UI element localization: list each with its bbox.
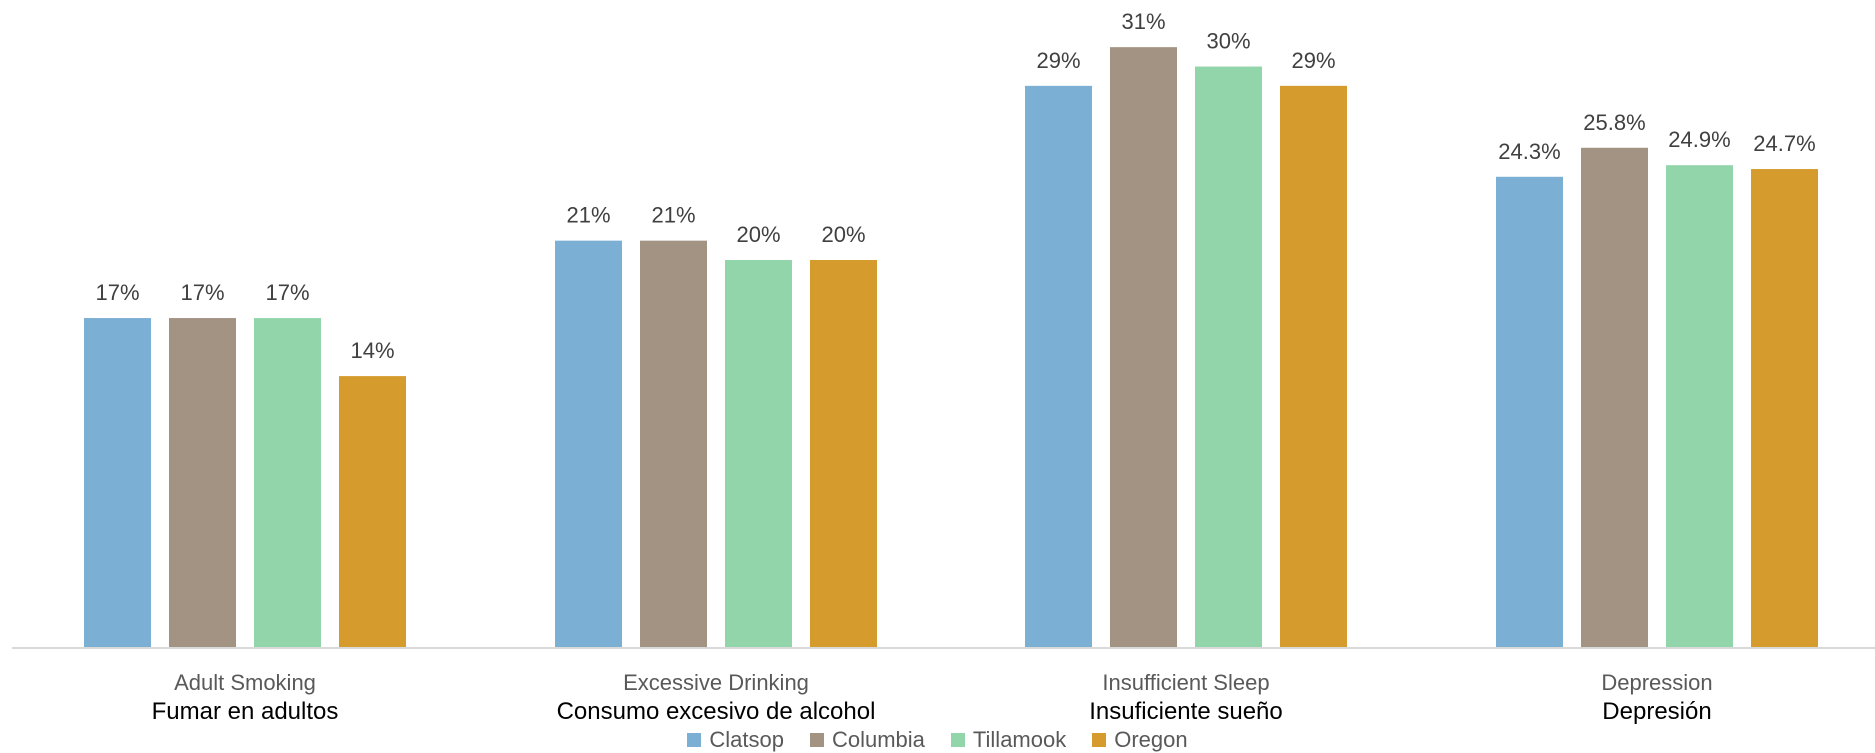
data-label-depression-columbia: 25.8% — [1583, 110, 1645, 135]
bar-adult-smoking-clatsop — [84, 318, 151, 647]
legend-label-tillamook: Tillamook — [972, 727, 1067, 752]
data-label-insufficient-sleep-oregon: 29% — [1291, 48, 1335, 73]
data-label-insufficient-sleep-tillamook: 30% — [1206, 29, 1250, 54]
category-label-es-depression: Depresión — [1602, 698, 1711, 725]
data-label-excessive-drinking-tillamook: 20% — [736, 222, 780, 247]
data-label-depression-clatsop: 24.3% — [1498, 139, 1560, 164]
category-label-es-adult-smoking: Fumar en adultos — [152, 698, 339, 725]
legend-label-columbia: Columbia — [831, 727, 925, 752]
data-label-adult-smoking-oregon: 14% — [350, 338, 394, 363]
bar-excessive-drinking-columbia — [640, 240, 707, 647]
bar-insufficient-sleep-columbia — [1110, 47, 1177, 647]
data-label-insufficient-sleep-columbia: 31% — [1121, 9, 1165, 34]
bar-excessive-drinking-clatsop — [555, 240, 622, 647]
bar-depression-columbia — [1581, 147, 1648, 647]
category-label-adult-smoking: Adult Smoking — [174, 670, 316, 695]
category-label-insufficient-sleep: Insufficient Sleep — [1102, 670, 1269, 695]
legend-item-columbia: Columbia — [809, 727, 925, 753]
bar-depression-clatsop — [1496, 176, 1563, 648]
data-label-excessive-drinking-oregon: 20% — [821, 222, 865, 247]
category-label-es-excessive-drinking: Consumo excesivo de alcohol — [557, 698, 876, 725]
data-label-depression-oregon: 24.7% — [1753, 131, 1815, 156]
legend-item-tillamook: Tillamook — [950, 727, 1067, 753]
bar-excessive-drinking-tillamook — [725, 260, 792, 647]
legend-label-oregon: Oregon — [1114, 727, 1188, 752]
legend-item-clatsop: Clatsop — [687, 727, 784, 753]
data-label-adult-smoking-clatsop: 17% — [95, 280, 139, 305]
legend-item-oregon: Oregon — [1092, 727, 1188, 753]
bar-adult-smoking-columbia — [169, 318, 236, 647]
bar-excessive-drinking-oregon — [810, 260, 877, 647]
bar-insufficient-sleep-oregon — [1280, 85, 1347, 648]
bar-insufficient-sleep-tillamook — [1195, 66, 1262, 647]
category-label-excessive-drinking: Excessive Drinking — [623, 670, 809, 695]
bar-adult-smoking-oregon — [339, 376, 406, 647]
data-label-depression-tillamook: 24.9% — [1668, 127, 1730, 152]
legend-swatch-tillamook — [950, 733, 965, 747]
legend-swatch-clatsop — [687, 733, 702, 747]
bar-depression-tillamook — [1666, 165, 1733, 647]
data-label-excessive-drinking-columbia: 21% — [651, 203, 695, 228]
category-label-es-insufficient-sleep: Insuficiente sueño — [1089, 698, 1282, 725]
bar-insufficient-sleep-clatsop — [1025, 85, 1092, 648]
category-label-depression: Depression — [1601, 670, 1712, 695]
data-label-insufficient-sleep-clatsop: 29% — [1036, 48, 1080, 73]
legend-swatch-columbia — [809, 733, 824, 747]
legend: Clatsop Columbia Tillamook Oregon — [0, 727, 1875, 753]
legend-swatch-oregon — [1092, 733, 1107, 747]
data-label-adult-smoking-columbia: 17% — [180, 280, 224, 305]
legend-label-clatsop: Clatsop — [709, 727, 784, 752]
bar-depression-oregon — [1751, 169, 1818, 647]
data-label-adult-smoking-tillamook: 17% — [265, 280, 309, 305]
data-label-excessive-drinking-clatsop: 21% — [566, 203, 610, 228]
bar-adult-smoking-tillamook — [254, 318, 321, 647]
